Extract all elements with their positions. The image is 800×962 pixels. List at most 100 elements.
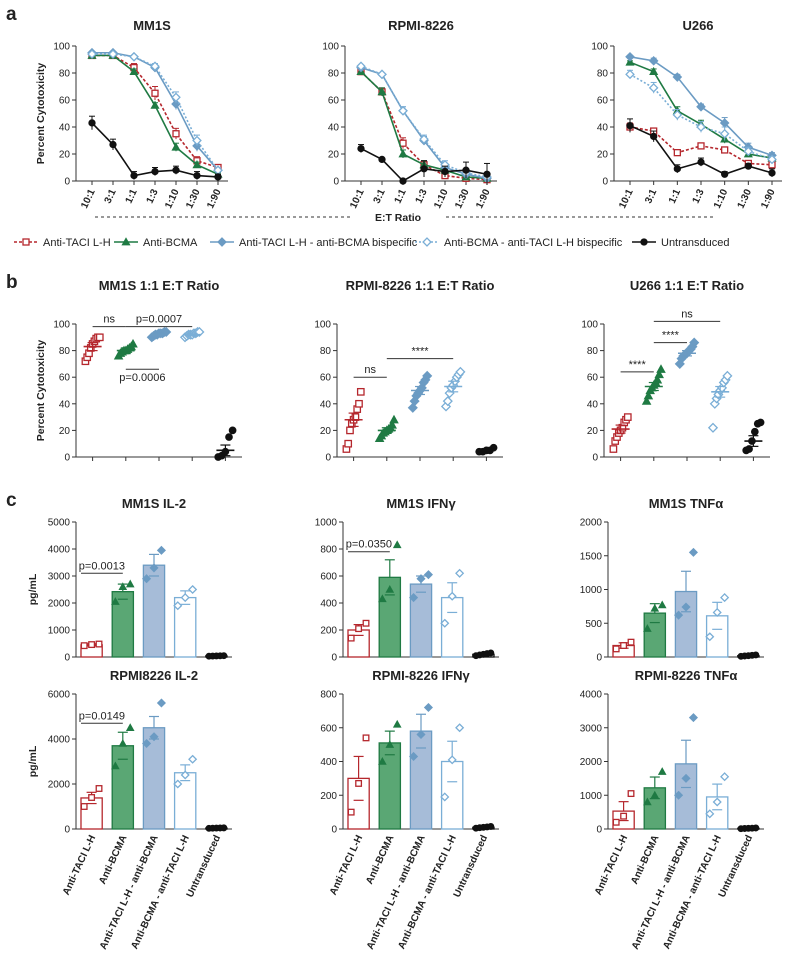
b3-bcma-point-8: [656, 364, 666, 373]
c1-taci-point-1: [88, 641, 96, 649]
b1-y-tick-label-1: 20: [59, 426, 71, 437]
c5-bcma_taci-point-1: [447, 755, 457, 765]
c4-annotation-label-0: p=0.0149: [79, 710, 125, 722]
c4-title: RPMI8226 IL-2: [110, 668, 198, 683]
c1-bcma_taci-point-0: [173, 601, 183, 611]
b2-bcma-point-8: [389, 414, 399, 424]
chart-rpmi8226-il2: RPMI8226 IL-2 0 2000 4000 6000 pg/mL Anti-TACI…: [27, 668, 232, 951]
c5-title: RPMI-8226 IFNγ: [372, 668, 470, 683]
c6-y-tick-label-1: 1000: [580, 791, 603, 802]
a3-y-tick-label-1: 20: [597, 150, 609, 161]
c1-ylabel: pg/mL: [27, 573, 39, 605]
a1-series-bcma-point-4: [171, 142, 181, 151]
c5-taci_bcma-bar: [409, 730, 433, 830]
a2-y-tick-label-1: 20: [328, 150, 340, 161]
c2-y-tick-label-1: 200: [320, 626, 337, 637]
a3-x-tick-label-4: 1:10: [712, 187, 731, 210]
legend: Anti-TACI L-H Anti-BCMA Anti-TACI L-H - an…: [14, 237, 730, 249]
a2-series-untransduced-point-0: [357, 144, 365, 153]
b3-y-tick-label-4: 80: [587, 346, 599, 357]
c4-untransduced-point-4: [220, 824, 228, 832]
a2-x-tick-label-2: 1:1: [393, 187, 409, 205]
b2-bcma-point-7: [387, 420, 397, 429]
a3-series-untransduced-point-3: [697, 158, 705, 166]
a1-series-untransduced-point-5: [193, 171, 201, 180]
a2-series-untransduced-point-4: [441, 167, 449, 176]
a1-x-tick-label-3: 1:3: [145, 187, 161, 205]
c6-category-label-2: Anti-TACI L-H - anti-BCMA: [630, 834, 693, 952]
a2-title: RPMI-8226: [388, 18, 454, 33]
legend-marker-taci_bcma: [217, 237, 227, 247]
a2-x-tick-label-3: 1:3: [414, 187, 430, 205]
b1-taci-point-8: [95, 333, 104, 342]
a2-series-bcma-point-1: [377, 87, 387, 96]
c4-category-label-4: Untransduced: [185, 834, 223, 900]
c4-taci_bcma-point-0: [142, 738, 152, 749]
a1-y-tick-label-5: 100: [53, 42, 70, 53]
c2-taci_bcma-point-1: [416, 574, 426, 584]
panel-letter-c: c: [6, 490, 17, 511]
a3-series-bcma-point-0: [625, 57, 635, 66]
b3-taci-point-8: [623, 413, 632, 421]
chart-mm1s-tnfa: MM1S TNFα 0 500 1000 1500 2000: [580, 496, 764, 664]
b3-taci-point-0: [609, 445, 618, 453]
c5-bcma_taci-point-2: [455, 723, 465, 733]
c3-untransduced-point-4: [752, 651, 760, 659]
a2-series-bcma_taci-point-2: [398, 105, 408, 116]
c1-y-tick-label-0: 0: [64, 653, 70, 664]
c4-bcma-point-1: [118, 738, 128, 747]
c3-bcma_taci-point-2: [720, 593, 730, 603]
c6-untransduced-point-4: [752, 824, 760, 832]
b1-annotation-label-1: p=0.0007: [136, 314, 182, 326]
a3-series-bcma_taci-point-6: [767, 154, 777, 165]
a2-x-tick-label-0: 10:1: [348, 187, 367, 210]
b1-untransduced-point-4: [228, 426, 237, 435]
a1-y-tick-label-0: 0: [64, 177, 70, 188]
a3-y-tick-label-2: 40: [597, 123, 609, 134]
c3-y-tick-label-4: 2000: [580, 518, 603, 529]
c5-category-label-2: Anti-TACI L-H - anti-BCMA: [365, 834, 428, 952]
c4-bcma-point-2: [125, 723, 135, 731]
c5-y-tick-label-0: 0: [331, 825, 337, 836]
c5-taci-point-1: [355, 779, 363, 787]
c2-bcma_taci-point-0: [440, 618, 450, 628]
a3-series-untransduced-point-4: [721, 170, 729, 178]
c5-taci-point-2: [362, 734, 370, 742]
b2-bcma_taci-point-8: [455, 366, 466, 377]
c2-taci-point-2: [362, 619, 370, 627]
c6-y-tick-label-0: 0: [596, 825, 602, 836]
c2-untransduced-point-4: [487, 649, 495, 657]
c4-bcma-bar: [111, 745, 135, 830]
a3-y-tick-label-5: 100: [591, 42, 608, 53]
b3-taci_bcma-point-8: [689, 337, 700, 348]
b2-taci-point-8: [356, 387, 365, 396]
c6-bcma-point-2: [657, 767, 667, 775]
c1-untransduced-point-4: [220, 652, 228, 660]
c4-taci_bcma-point-2: [156, 698, 166, 708]
c1-taci-point-0: [80, 642, 88, 650]
a2-series-bcma_taci-point-3: [419, 134, 429, 144]
b1-y-tick-label-2: 40: [59, 399, 71, 410]
a1-series-taci-point-3: [151, 89, 159, 97]
b1-ylabel: Percent Cytotoxicity: [35, 340, 47, 442]
legend-marker-taci: [22, 238, 30, 246]
legend-marker-bcma_taci: [422, 237, 432, 247]
c2-annotation-label-0: p=0.0350: [346, 539, 392, 551]
legend-label-bcma: Anti-BCMA: [143, 237, 198, 249]
legend-label-taci: Anti-TACI L-H: [43, 237, 111, 249]
c4-y-tick-label-0: 0: [64, 825, 70, 836]
c4-category-label-0: Anti-TACI L-H: [61, 834, 98, 897]
a3-series-bcma_taci-point-5: [743, 146, 754, 157]
c6-title: RPMI-8226 TNFα: [635, 668, 738, 683]
a1-ylabel: Percent Cytotoxicity: [35, 63, 47, 165]
c2-taci-point-0: [347, 634, 355, 642]
c6-taci_bcma-point-1: [681, 773, 691, 783]
b3-y-tick-label-1: 20: [587, 426, 599, 437]
c5-bcma-point-0: [378, 756, 387, 765]
c2-y-tick-label-0: 0: [331, 653, 337, 664]
b1-y-tick-label-5: 100: [53, 320, 70, 331]
c6-bcma_taci-point-0: [705, 809, 715, 819]
c4-taci_bcma-point-1: [149, 732, 159, 742]
c4-category-label-1: Anti-BCMA: [97, 834, 129, 886]
